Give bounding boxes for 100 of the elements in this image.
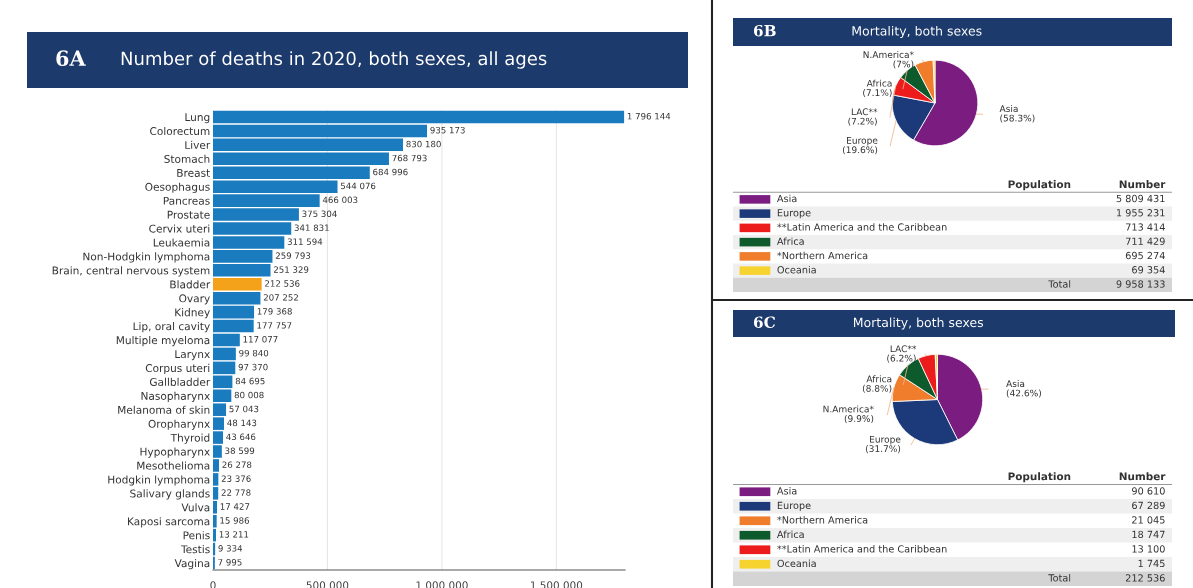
bar	[213, 124, 428, 138]
data-label: 117 077	[243, 335, 278, 343]
data-label: 90 610	[1132, 487, 1165, 495]
y-tick-label: Non-Hodgkin lymphoma	[83, 252, 210, 263]
y-tick-label: Salivary glands	[130, 489, 210, 500]
bar	[213, 347, 236, 361]
bar	[213, 305, 255, 319]
text: Europe (31.7%)	[865, 435, 901, 454]
legend-label: Africa	[776, 530, 804, 539]
bar	[213, 361, 236, 375]
y-tick-label: Hypopharynx	[140, 447, 210, 458]
data-label: 466 003	[322, 196, 358, 204]
data-label: 67 289	[1132, 501, 1165, 510]
text: Population	[1008, 472, 1071, 483]
legend-label: Europe	[777, 209, 811, 219]
text: Asia (42.6%)	[1006, 380, 1041, 398]
bar	[213, 291, 261, 305]
text: Africa (7.1%)	[863, 79, 892, 98]
data-label: 97 370	[238, 363, 268, 371]
y-tick-label: Thyroid	[170, 433, 210, 444]
data-label: 43 646	[226, 433, 256, 441]
text: 212 536	[1125, 574, 1165, 582]
data-label: 57 043	[229, 405, 259, 413]
data-label: 179 368	[257, 308, 292, 315]
y-tick-label: Hodgkin lymphoma	[108, 475, 210, 486]
chart-subtitle: 6C	[753, 316, 776, 328]
chart-title: Mortality, both sexes	[852, 25, 982, 39]
y-tick-label: Nasopharynx	[141, 391, 210, 402]
y-tick-label: Brain, central nervous system	[52, 266, 210, 277]
chart-subtitle: 6A	[56, 50, 86, 67]
data-label: 684 996	[373, 168, 408, 176]
data-label: 21 045	[1132, 516, 1165, 524]
text: LAC** (7.2%)	[848, 108, 878, 126]
legend-label: Europe	[777, 501, 811, 511]
legend-label: Asia	[776, 194, 797, 203]
data-label: 99 840	[239, 349, 269, 357]
data-label: 15 986	[220, 517, 250, 524]
y-tick-label: Oesophagus	[145, 182, 210, 193]
data-label: 38 599	[225, 447, 255, 455]
y-tick-label: Melanoma of skin	[118, 405, 210, 414]
data-label: 259 793	[275, 252, 311, 259]
y-tick-label: Stomach	[164, 154, 210, 163]
data-label: 768 793	[392, 154, 427, 162]
data-label: 830 180	[406, 140, 441, 148]
text: N.America* (7%)	[863, 51, 914, 69]
data-label: 251 329	[273, 266, 309, 273]
text: Total	[1048, 574, 1071, 582]
y-tick-label: Kaposi sarcoma	[128, 517, 210, 528]
data-label: 84 695	[235, 377, 265, 385]
data-label: 695 274	[1125, 251, 1165, 260]
chart-title: Mortality, both sexes	[853, 317, 984, 330]
legend-label: Oceania	[777, 559, 816, 568]
y-tick-label: Prostate	[167, 210, 210, 219]
bar	[213, 333, 240, 347]
bar	[213, 528, 217, 542]
legend-label: *Northern America	[777, 516, 868, 524]
data-label: 9 334	[218, 545, 243, 552]
bar	[213, 319, 254, 333]
y-tick-label: Mesothelioma	[137, 461, 210, 470]
data-label: 13 211	[219, 531, 249, 538]
legend-label: Oceania	[777, 265, 816, 274]
data-label: 544 076	[340, 182, 376, 190]
data-label: 1 745	[1138, 559, 1165, 568]
data-label: 341 831	[294, 224, 329, 231]
data-label: 207 252	[263, 294, 298, 301]
data-label: 80 008	[234, 391, 264, 399]
legend-label: Africa	[776, 237, 804, 245]
y-tick-label: Lip, oral cavity	[133, 322, 210, 333]
y-tick-label: Multiple myeloma	[116, 335, 210, 347]
y-tick-label: Gallbladder	[149, 377, 211, 386]
text: Europe (19.6%)	[842, 137, 878, 155]
chart-subtitle: 6B	[753, 24, 776, 37]
data-label: 13 100	[1132, 545, 1165, 553]
y-tick-label: Corpus uteri	[145, 363, 210, 375]
data-label: 26 278	[222, 461, 252, 468]
y-tick-label: Testis	[180, 545, 210, 554]
data-label: 177 757	[257, 322, 292, 329]
data-label: 5 809 431	[1116, 194, 1165, 203]
text: Total	[1048, 280, 1071, 288]
y-tick-label: Leukaemia	[153, 238, 210, 247]
text: Africa (8.8%)	[862, 375, 892, 393]
data-label: 713 414	[1126, 223, 1165, 231]
chart-title: Number of deaths in 2020, both sexes, all ages	[121, 51, 547, 69]
text: Number	[1119, 472, 1166, 481]
y-tick-label: Vagina	[174, 559, 210, 570]
data-label: 311 594	[287, 238, 323, 245]
data-label: 1 796 144	[627, 112, 671, 120]
y-tick-label: Bladder	[170, 280, 211, 289]
data-label: 7 995	[218, 559, 242, 566]
bar	[213, 138, 404, 152]
data-label: 935 173	[430, 126, 465, 134]
y-tick-label: Colorectum	[150, 126, 210, 136]
y-tick-label: Cervix uteri	[149, 224, 210, 233]
text: 9 958 133	[1116, 280, 1165, 288]
legend-label: **Latin America and the Caribbean	[777, 223, 947, 231]
data-label: 69 354	[1132, 266, 1165, 274]
text: LAC** (6.2%)	[887, 345, 917, 363]
y-tick-label: Larynx	[175, 350, 210, 361]
bar	[213, 110, 625, 124]
legend-label: *Northern America	[777, 251, 868, 260]
